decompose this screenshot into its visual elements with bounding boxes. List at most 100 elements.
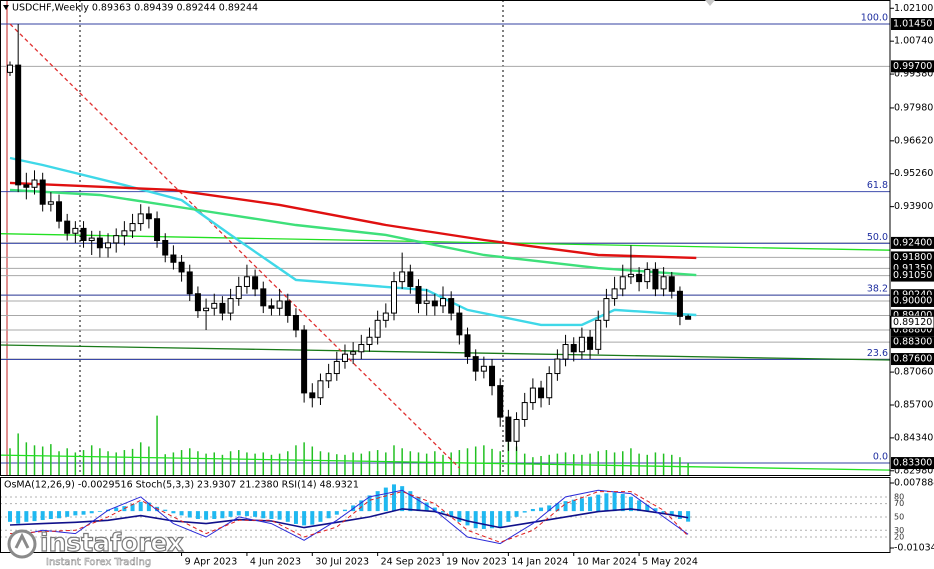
candle-body (415, 285, 422, 304)
level-label: 0.83300 (893, 458, 932, 469)
candle-body (562, 344, 569, 360)
candle-body (56, 201, 63, 222)
indicator-title: OsMA(12,26,9) -0.0029516 Stoch(5,3,3) 23… (4, 480, 359, 491)
candle-body (194, 293, 201, 312)
level-label: 0.99700 (893, 61, 932, 72)
x-tick-label: 9 Apr 2023 (185, 557, 238, 568)
osma-bar (677, 511, 682, 519)
osma-bar (514, 511, 519, 517)
candle-body (284, 300, 291, 316)
osma-bar (114, 507, 119, 512)
candle-body (15, 64, 22, 186)
candle-body (186, 271, 193, 295)
osma-bar (204, 511, 209, 520)
candle-body (72, 227, 79, 234)
candle-body (235, 285, 242, 300)
osma-bar (171, 511, 176, 514)
level-label-box (891, 236, 934, 249)
osma-bar (310, 511, 315, 525)
osma-bar (277, 511, 282, 520)
fibo-label: 100.0 (861, 12, 888, 23)
osma-bar (261, 511, 266, 519)
moving-average (9, 181, 697, 260)
level-label-box (891, 251, 934, 264)
stoch-main-line (9, 489, 689, 545)
fibo-label: 0.0 (873, 452, 888, 463)
x-tick-label: 14 Jan 2024 (511, 557, 568, 568)
osma-bar (571, 499, 576, 512)
level-label: 0.92400 (893, 237, 932, 248)
osma-bar (146, 502, 151, 512)
candle-body (23, 184, 30, 188)
osma-bar (269, 511, 274, 519)
candle-body (80, 227, 87, 241)
osc-tick-label: 80 (894, 492, 904, 501)
candle-body (317, 380, 324, 399)
osma-bar (653, 508, 658, 512)
candle-body (154, 218, 161, 241)
osma-bar (367, 495, 372, 512)
level-label: 0.88300 (893, 337, 932, 348)
osma-bar (449, 511, 454, 517)
osma-bar (228, 511, 233, 517)
candle-body (88, 237, 95, 241)
candle-body (227, 298, 234, 314)
osma-bar (424, 502, 429, 512)
fibo-label: 50.0 (867, 232, 888, 243)
osma-bar (465, 511, 470, 526)
candle-body (121, 230, 128, 237)
osma-bar (342, 509, 347, 512)
osma-bar (220, 511, 225, 519)
level-label: 0.91800 (893, 252, 932, 263)
watermark: instaforex Instant Forex Trading (7, 527, 184, 568)
osc-tick-label: 70 (894, 499, 904, 508)
current-price-box (890, 315, 934, 329)
osma-bar (195, 511, 200, 519)
candle-body (366, 336, 373, 346)
osma-bar (620, 493, 625, 512)
y-tick-label: 0.85700 (894, 399, 933, 410)
osma-bar (506, 511, 511, 522)
osma-bar (179, 511, 184, 516)
osma-bar (522, 511, 527, 513)
stoch-signal-line (9, 491, 689, 543)
candle-body (619, 276, 626, 290)
candle-body (382, 312, 389, 321)
x-tick-label: 4 Jun 2023 (250, 557, 301, 568)
candle-body (554, 358, 561, 375)
candle-body (7, 64, 13, 73)
osma-bar (604, 493, 609, 512)
osma-bar (669, 511, 674, 516)
osma-bar (293, 511, 298, 524)
osma-bar (244, 511, 249, 517)
osma-bar (8, 511, 12, 522)
osma-bar (391, 484, 396, 512)
candle-body (538, 387, 545, 399)
candle-body (276, 300, 283, 309)
osma-bar (416, 496, 421, 512)
candle-body (399, 271, 406, 283)
osma-bar (89, 511, 94, 514)
candle-body (570, 344, 577, 353)
osma-bar (236, 511, 241, 516)
level-label-box (891, 269, 934, 282)
x-tick-label: 5 May 2024 (642, 557, 698, 568)
candle-body (64, 220, 71, 234)
candle-body (47, 201, 54, 205)
candle-body (292, 314, 299, 331)
osc-tick-label: 30 (894, 526, 904, 535)
candle-body (529, 387, 536, 404)
candle-body (39, 179, 46, 205)
candle-body (105, 242, 112, 249)
osma-bar (302, 511, 307, 526)
level-label: 0.91050 (893, 270, 932, 281)
osma-bar (334, 511, 339, 515)
x-tick-label: 10 Mar 2024 (577, 557, 637, 568)
y-tick-label: 0.95260 (894, 168, 933, 179)
osma-bar (73, 511, 78, 516)
pane-border (0, 477, 891, 553)
candle-body (243, 276, 250, 287)
osma-bar (490, 511, 495, 529)
candle-body (595, 319, 602, 350)
